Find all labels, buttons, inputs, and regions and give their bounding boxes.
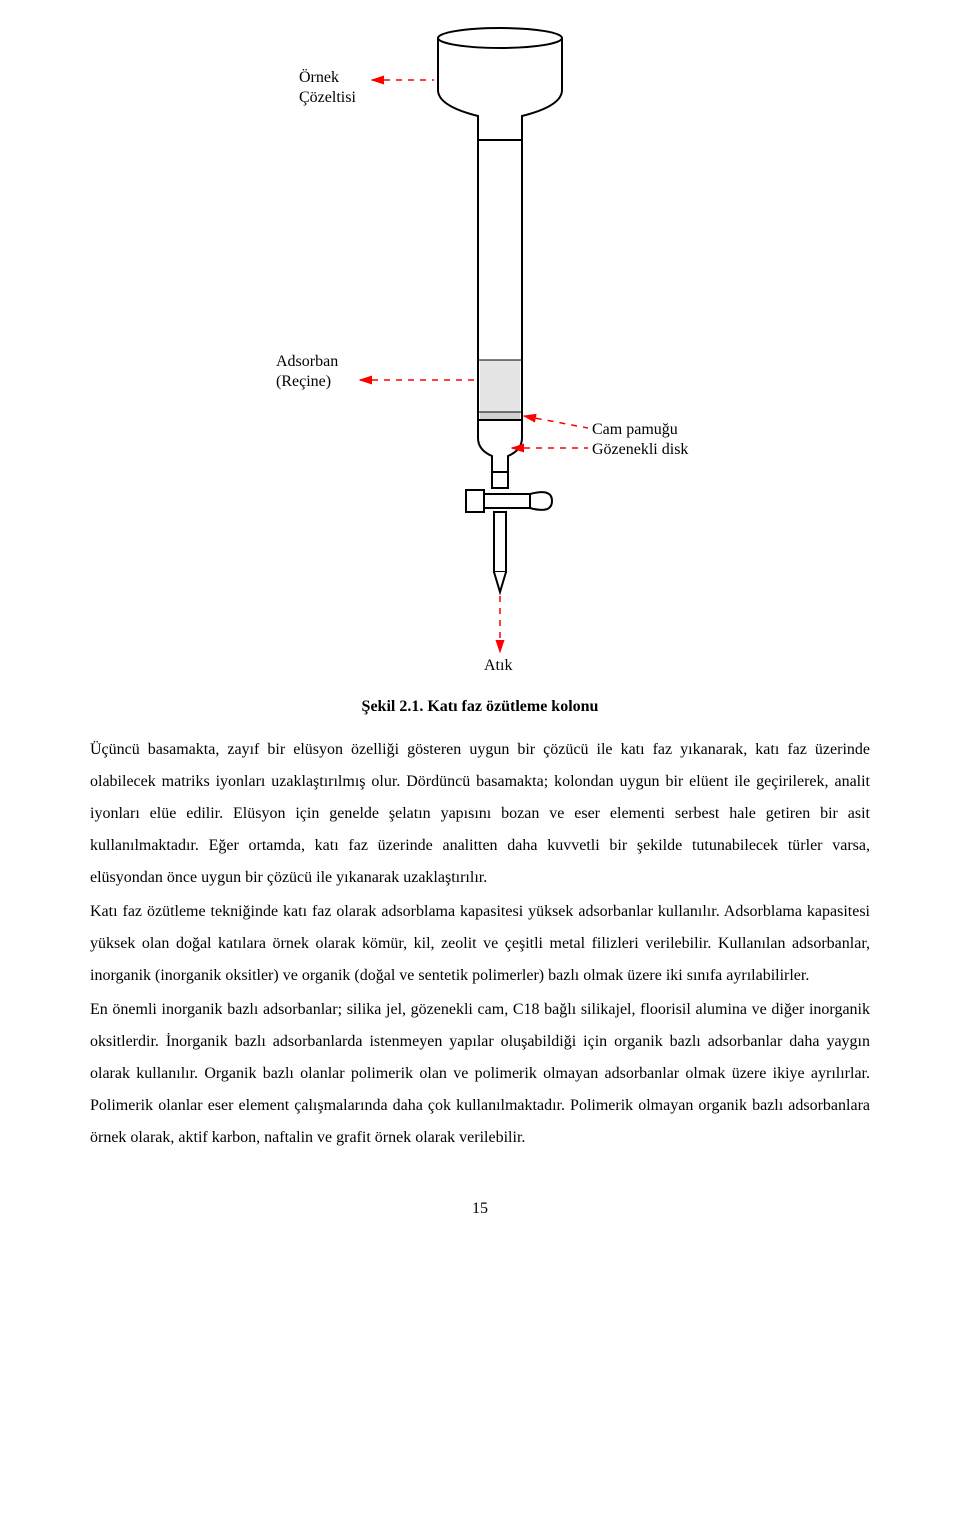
label-glass-wool: Cam pamuğu xyxy=(592,420,678,440)
figure-caption: Şekil 2.1. Katı faz özütleme kolonu xyxy=(90,698,870,716)
paragraph-3: En önemli inorganik bazlı adsorbanlar; s… xyxy=(90,994,870,1154)
paragraph-2: Katı faz özütleme tekniğinde katı faz ol… xyxy=(90,896,870,992)
paragraph-1: Üçüncü basamakta, zayıf bir elüsyon özel… xyxy=(90,734,870,894)
label-sample-solution: Örnek Çözeltisi xyxy=(299,68,356,108)
label-waste: Atık xyxy=(484,656,512,676)
label-adsorbent: Adsorban (Reçine) xyxy=(276,352,338,392)
body-text: Üçüncü basamakta, zayıf bir elüsyon özel… xyxy=(90,734,870,1154)
label-porous-disk: Gözenekli disk xyxy=(592,440,688,460)
spe-column-diagram: Örnek Çözeltisi Adsorban (Reçine) Cam pa… xyxy=(200,20,760,690)
page-number: 15 xyxy=(90,1200,870,1218)
